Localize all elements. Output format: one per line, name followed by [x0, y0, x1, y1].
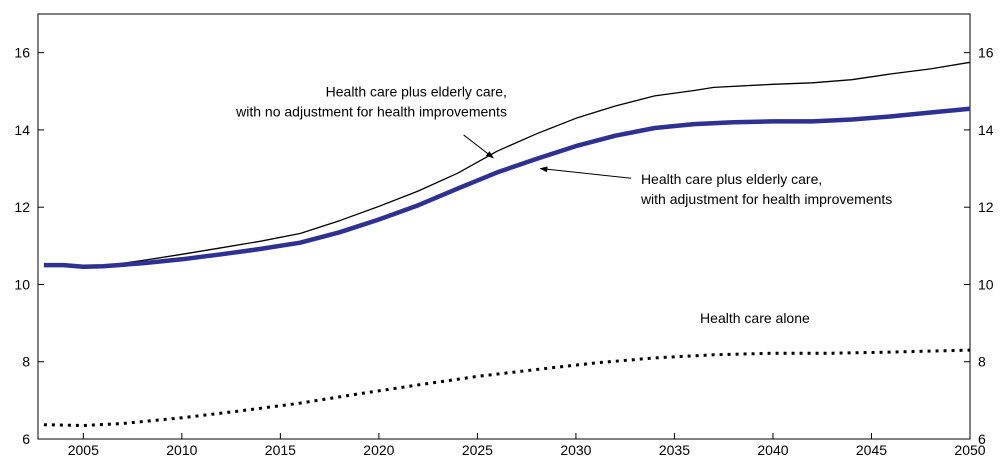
x-tick-label: 2015 — [265, 442, 296, 458]
y-tick-label-left: 10 — [14, 276, 30, 292]
x-tick-label: 2020 — [363, 442, 394, 458]
series-line-no-adjustment — [43, 61, 971, 268]
plot-frame — [37, 13, 971, 440]
x-tick-label: 2035 — [659, 442, 690, 458]
y-tick-label-left: 12 — [14, 199, 30, 215]
annotation-with-adj-label-line: Health care plus elderly care, — [641, 171, 822, 187]
y-tick-label-right: 6 — [978, 431, 986, 447]
y-tick-label-right: 12 — [978, 199, 994, 215]
y-tick-label-right: 14 — [978, 122, 994, 138]
x-tick-label: 2030 — [560, 442, 591, 458]
series-layer — [43, 61, 971, 427]
annotations: Health care plus elderly care, with no ad… — [235, 83, 892, 326]
x-tick-label: 2040 — [757, 442, 788, 458]
annotation-health-alone-label-line: Health care alone — [700, 310, 810, 326]
y-tick-label-left: 16 — [14, 45, 30, 61]
x-tick-label: 2025 — [462, 442, 493, 458]
y-axes: 6 6 8 8 10 10 12 12 14 14 16 16 — [14, 45, 993, 447]
y-tick-label-right: 16 — [978, 45, 994, 61]
y-tick-label-left: 14 — [14, 122, 30, 138]
y-tick-label-left: 8 — [22, 354, 30, 370]
annotation-with-adj-label-line: with adjustment for health improvements — [640, 191, 892, 207]
x-axis: 2005 2010 2015 2020 2025 2030 2035 2040 2045 2050 — [68, 433, 986, 458]
series-line-health-care-alone — [43, 348, 971, 427]
x-tick-label: 2010 — [166, 442, 197, 458]
annotation-arrow — [539, 166, 632, 179]
series-line-with-adjustment — [43, 106, 971, 269]
annotation-no-adj-label-line: Health care plus elderly care, — [326, 83, 507, 99]
annotation-arrow — [463, 134, 494, 159]
y-tick-label-right: 8 — [978, 354, 986, 370]
x-tick-label: 2045 — [856, 442, 887, 458]
x-tick-label: 2005 — [68, 442, 99, 458]
y-tick-label-left: 6 — [22, 431, 30, 447]
annotation-no-adj-label-line: with no adjustment for health improvemen… — [235, 103, 507, 119]
x-tick-label: 2050 — [954, 442, 985, 458]
y-tick-label-right: 10 — [978, 276, 994, 292]
